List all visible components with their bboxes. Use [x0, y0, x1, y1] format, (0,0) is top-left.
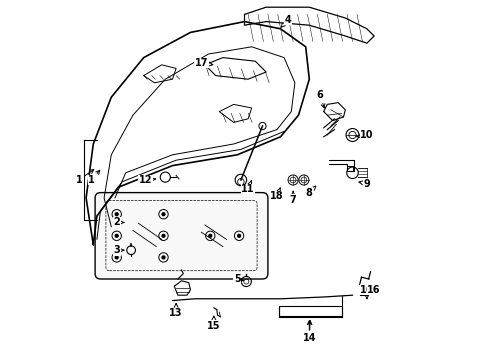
Circle shape	[162, 213, 164, 216]
Circle shape	[115, 256, 118, 259]
Text: 5: 5	[233, 274, 244, 284]
FancyBboxPatch shape	[95, 193, 267, 279]
Bar	[278, 306, 341, 316]
Text: 4: 4	[281, 15, 290, 27]
Text: 1: 1	[88, 170, 100, 185]
Text: 16: 16	[360, 285, 373, 299]
Text: 10: 10	[356, 130, 373, 140]
Text: 9: 9	[358, 179, 369, 189]
Text: 15: 15	[207, 316, 220, 331]
Text: 12: 12	[139, 175, 155, 185]
Text: 17: 17	[194, 58, 212, 68]
Text: 8: 8	[305, 186, 315, 198]
Circle shape	[162, 256, 164, 259]
Circle shape	[115, 234, 118, 237]
Circle shape	[208, 234, 211, 237]
Text: 1: 1	[75, 170, 94, 185]
Text: 11: 11	[241, 181, 254, 194]
Text: 6: 6	[316, 90, 324, 108]
Circle shape	[237, 234, 240, 237]
Circle shape	[162, 234, 164, 237]
Text: 7: 7	[289, 192, 296, 205]
Text: 14: 14	[302, 321, 315, 343]
Text: 18: 18	[269, 188, 283, 201]
Text: 13: 13	[169, 303, 183, 318]
Text: 3: 3	[113, 245, 123, 255]
Text: 2: 2	[113, 217, 123, 228]
Circle shape	[115, 213, 118, 216]
Text: 14: 14	[302, 321, 315, 343]
Text: 16: 16	[366, 285, 380, 295]
